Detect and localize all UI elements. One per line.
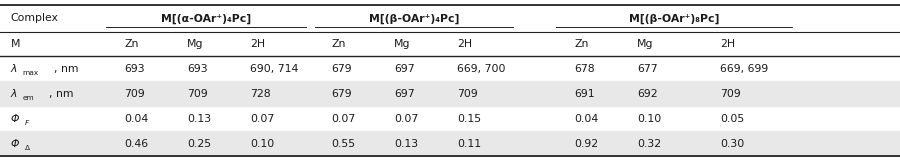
Text: 0.92: 0.92	[574, 139, 599, 149]
Text: Mg: Mg	[394, 39, 410, 49]
Text: Zn: Zn	[331, 39, 346, 49]
Text: λ: λ	[11, 89, 17, 99]
Bar	[0, 131, 900, 156]
Text: Zn: Zn	[574, 39, 589, 49]
Text: 709: 709	[720, 89, 741, 99]
Text: 697: 697	[394, 64, 415, 74]
Text: 0.32: 0.32	[637, 139, 662, 149]
Text: 2H: 2H	[250, 39, 266, 49]
Text: Δ: Δ	[25, 145, 31, 151]
Text: 0.07: 0.07	[394, 114, 418, 124]
Text: M[(α-OAr⁺)₄Pc]: M[(α-OAr⁺)₄Pc]	[161, 13, 251, 24]
Text: 693: 693	[124, 64, 145, 74]
Text: 0.10: 0.10	[250, 139, 274, 149]
Text: 678: 678	[574, 64, 595, 74]
Text: F: F	[25, 120, 30, 126]
Text: , nm: , nm	[54, 64, 78, 74]
Text: 2H: 2H	[720, 39, 735, 49]
Text: 677: 677	[637, 64, 658, 74]
Text: 0.10: 0.10	[637, 114, 662, 124]
Text: 0.15: 0.15	[457, 114, 482, 124]
Text: 0.25: 0.25	[187, 139, 212, 149]
Text: 709: 709	[457, 89, 478, 99]
Text: M[(β-OAr⁺)₄Pc]: M[(β-OAr⁺)₄Pc]	[369, 13, 459, 24]
Text: 0.55: 0.55	[331, 139, 356, 149]
Text: 690, 714: 690, 714	[250, 64, 299, 74]
Text: 0.13: 0.13	[394, 139, 418, 149]
Text: Φ: Φ	[11, 139, 19, 149]
Text: M: M	[11, 39, 21, 49]
Text: 669, 700: 669, 700	[457, 64, 506, 74]
Text: 679: 679	[331, 64, 352, 74]
Text: λ: λ	[11, 64, 17, 74]
Text: 669, 699: 669, 699	[720, 64, 769, 74]
Text: Zn: Zn	[124, 39, 139, 49]
Text: max: max	[22, 70, 39, 76]
Text: 0.13: 0.13	[187, 114, 212, 124]
Text: Mg: Mg	[637, 39, 653, 49]
Text: 697: 697	[394, 89, 415, 99]
Text: 0.04: 0.04	[124, 114, 148, 124]
Text: 709: 709	[124, 89, 145, 99]
Text: 728: 728	[250, 89, 271, 99]
Text: Φ: Φ	[11, 114, 19, 124]
Bar	[0, 81, 900, 106]
Text: 709: 709	[187, 89, 208, 99]
Text: 0.04: 0.04	[574, 114, 599, 124]
Text: 0.30: 0.30	[720, 139, 744, 149]
Text: 693: 693	[187, 64, 208, 74]
Text: em: em	[22, 95, 34, 101]
Text: Mg: Mg	[187, 39, 203, 49]
Text: 0.07: 0.07	[250, 114, 274, 124]
Text: 692: 692	[637, 89, 658, 99]
Text: 679: 679	[331, 89, 352, 99]
Text: 0.46: 0.46	[124, 139, 148, 149]
Text: 691: 691	[574, 89, 595, 99]
Text: 0.07: 0.07	[331, 114, 356, 124]
Text: , nm: , nm	[50, 89, 74, 99]
Text: 0.11: 0.11	[457, 139, 482, 149]
Text: M[(β-OAr⁺)₈Pc]: M[(β-OAr⁺)₈Pc]	[629, 13, 719, 24]
Text: 2H: 2H	[457, 39, 472, 49]
Text: Complex: Complex	[11, 14, 58, 24]
Text: 0.05: 0.05	[720, 114, 744, 124]
